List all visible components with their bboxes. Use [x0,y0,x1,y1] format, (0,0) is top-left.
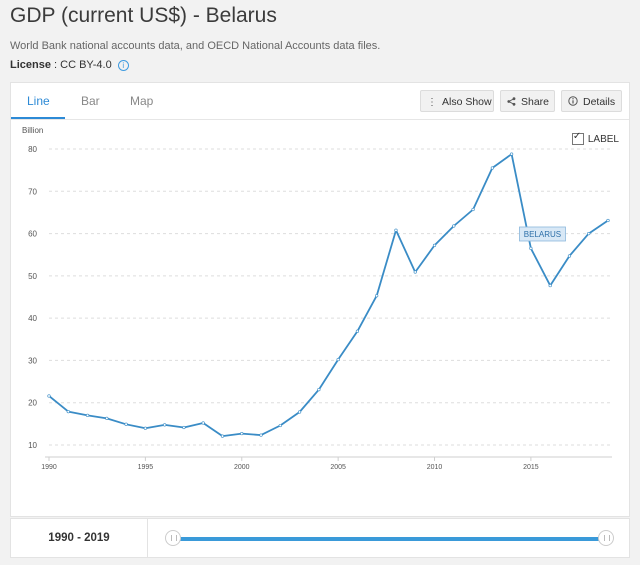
data-point [182,425,186,430]
data-point [143,426,147,430]
more-vertical-icon: ⋮ [427,97,437,108]
data-point [66,409,70,414]
series-line [48,153,609,437]
data-point [587,231,591,236]
y-tick-label: 60 [28,230,37,239]
x-tick-label: 2005 [330,464,346,471]
details-label: Details [583,96,616,108]
data-point [375,294,379,298]
range-end-handle[interactable] [598,530,614,546]
also-show-button[interactable]: ⋮ Also Show [420,90,494,112]
x-tick-label: 1995 [138,464,154,471]
info-circle-icon [568,92,578,114]
license-separator: : [50,59,61,71]
share-button[interactable]: Share [500,90,555,112]
data-point [606,218,610,223]
range-slider-track[interactable] [176,537,608,541]
x-tick-label: 1990 [41,464,57,471]
tab-line[interactable]: Line [27,94,50,108]
y-tick-label: 10 [28,441,37,450]
data-point [317,388,321,392]
tab-map[interactable]: Map [130,94,154,108]
share-icon [507,92,516,114]
series-label-box [519,226,566,242]
active-tab-indicator [11,117,65,119]
x-tick-label: 2000 [234,464,250,471]
data-point [85,413,90,418]
info-icon[interactable]: i [117,59,129,71]
data-point [432,243,437,248]
data-point [567,254,572,258]
tab-bar[interactable]: Bar [81,94,100,108]
data-point [105,416,109,420]
share-label: Share [521,96,550,108]
data-point [510,152,514,156]
license-label: License [10,59,51,71]
label-toggle[interactable]: LABEL [571,131,619,145]
y-tick-label: 70 [28,187,37,196]
data-point [259,433,263,437]
license: License : CC BY-4.0 i [10,59,129,71]
y-tick-label: 40 [28,314,37,323]
also-show-label: Also Show [442,96,492,108]
y-tick-label: 30 [28,356,37,365]
chart-tabs: Line Bar Map ⋮ Also Show Share Details [11,83,629,120]
data-point [471,207,475,212]
gdp-line-chart: Billion 10 20 30 40 50 60 70 80 1990 1995 2000 2005 2… [22,126,612,471]
data-point [355,329,360,333]
data-point [394,228,398,232]
x-tick-label: 2010 [427,464,443,471]
chart-card: Line Bar Map ⋮ Also Show Share Details LA… [10,82,630,517]
data-point [297,410,302,414]
y-tick-label: 20 [28,399,37,408]
data-point [548,283,552,288]
data-point [529,246,533,250]
data-point [452,224,456,228]
details-button[interactable]: Details [561,90,622,112]
license-value: CC BY-4.0 [60,59,112,71]
x-tick-label: 2015 [523,464,539,471]
range-start-handle[interactable] [165,530,181,546]
data-point [201,421,205,425]
data-point [336,357,340,362]
data-point [490,166,494,170]
year-range-bar: 1990 - 2019 [10,518,630,558]
data-point [163,423,167,427]
y-axis-label: Billion [22,126,43,135]
label-checkbox[interactable] [571,131,584,145]
y-tick-label: 80 [28,145,37,154]
data-point [278,423,282,428]
series-label: BELARUS [524,230,561,239]
data-point [220,434,225,438]
page-title: GDP (current US$) - Belarus [10,4,277,27]
data-point [240,431,244,436]
data-point [124,422,128,426]
data-point [47,394,51,398]
label-toggle-text: LABEL [587,133,619,145]
data-source: World Bank national accounts data, and O… [10,40,381,52]
data-point [413,270,417,274]
y-tick-label: 50 [28,272,37,281]
year-range-label: 1990 - 2019 [11,519,148,557]
